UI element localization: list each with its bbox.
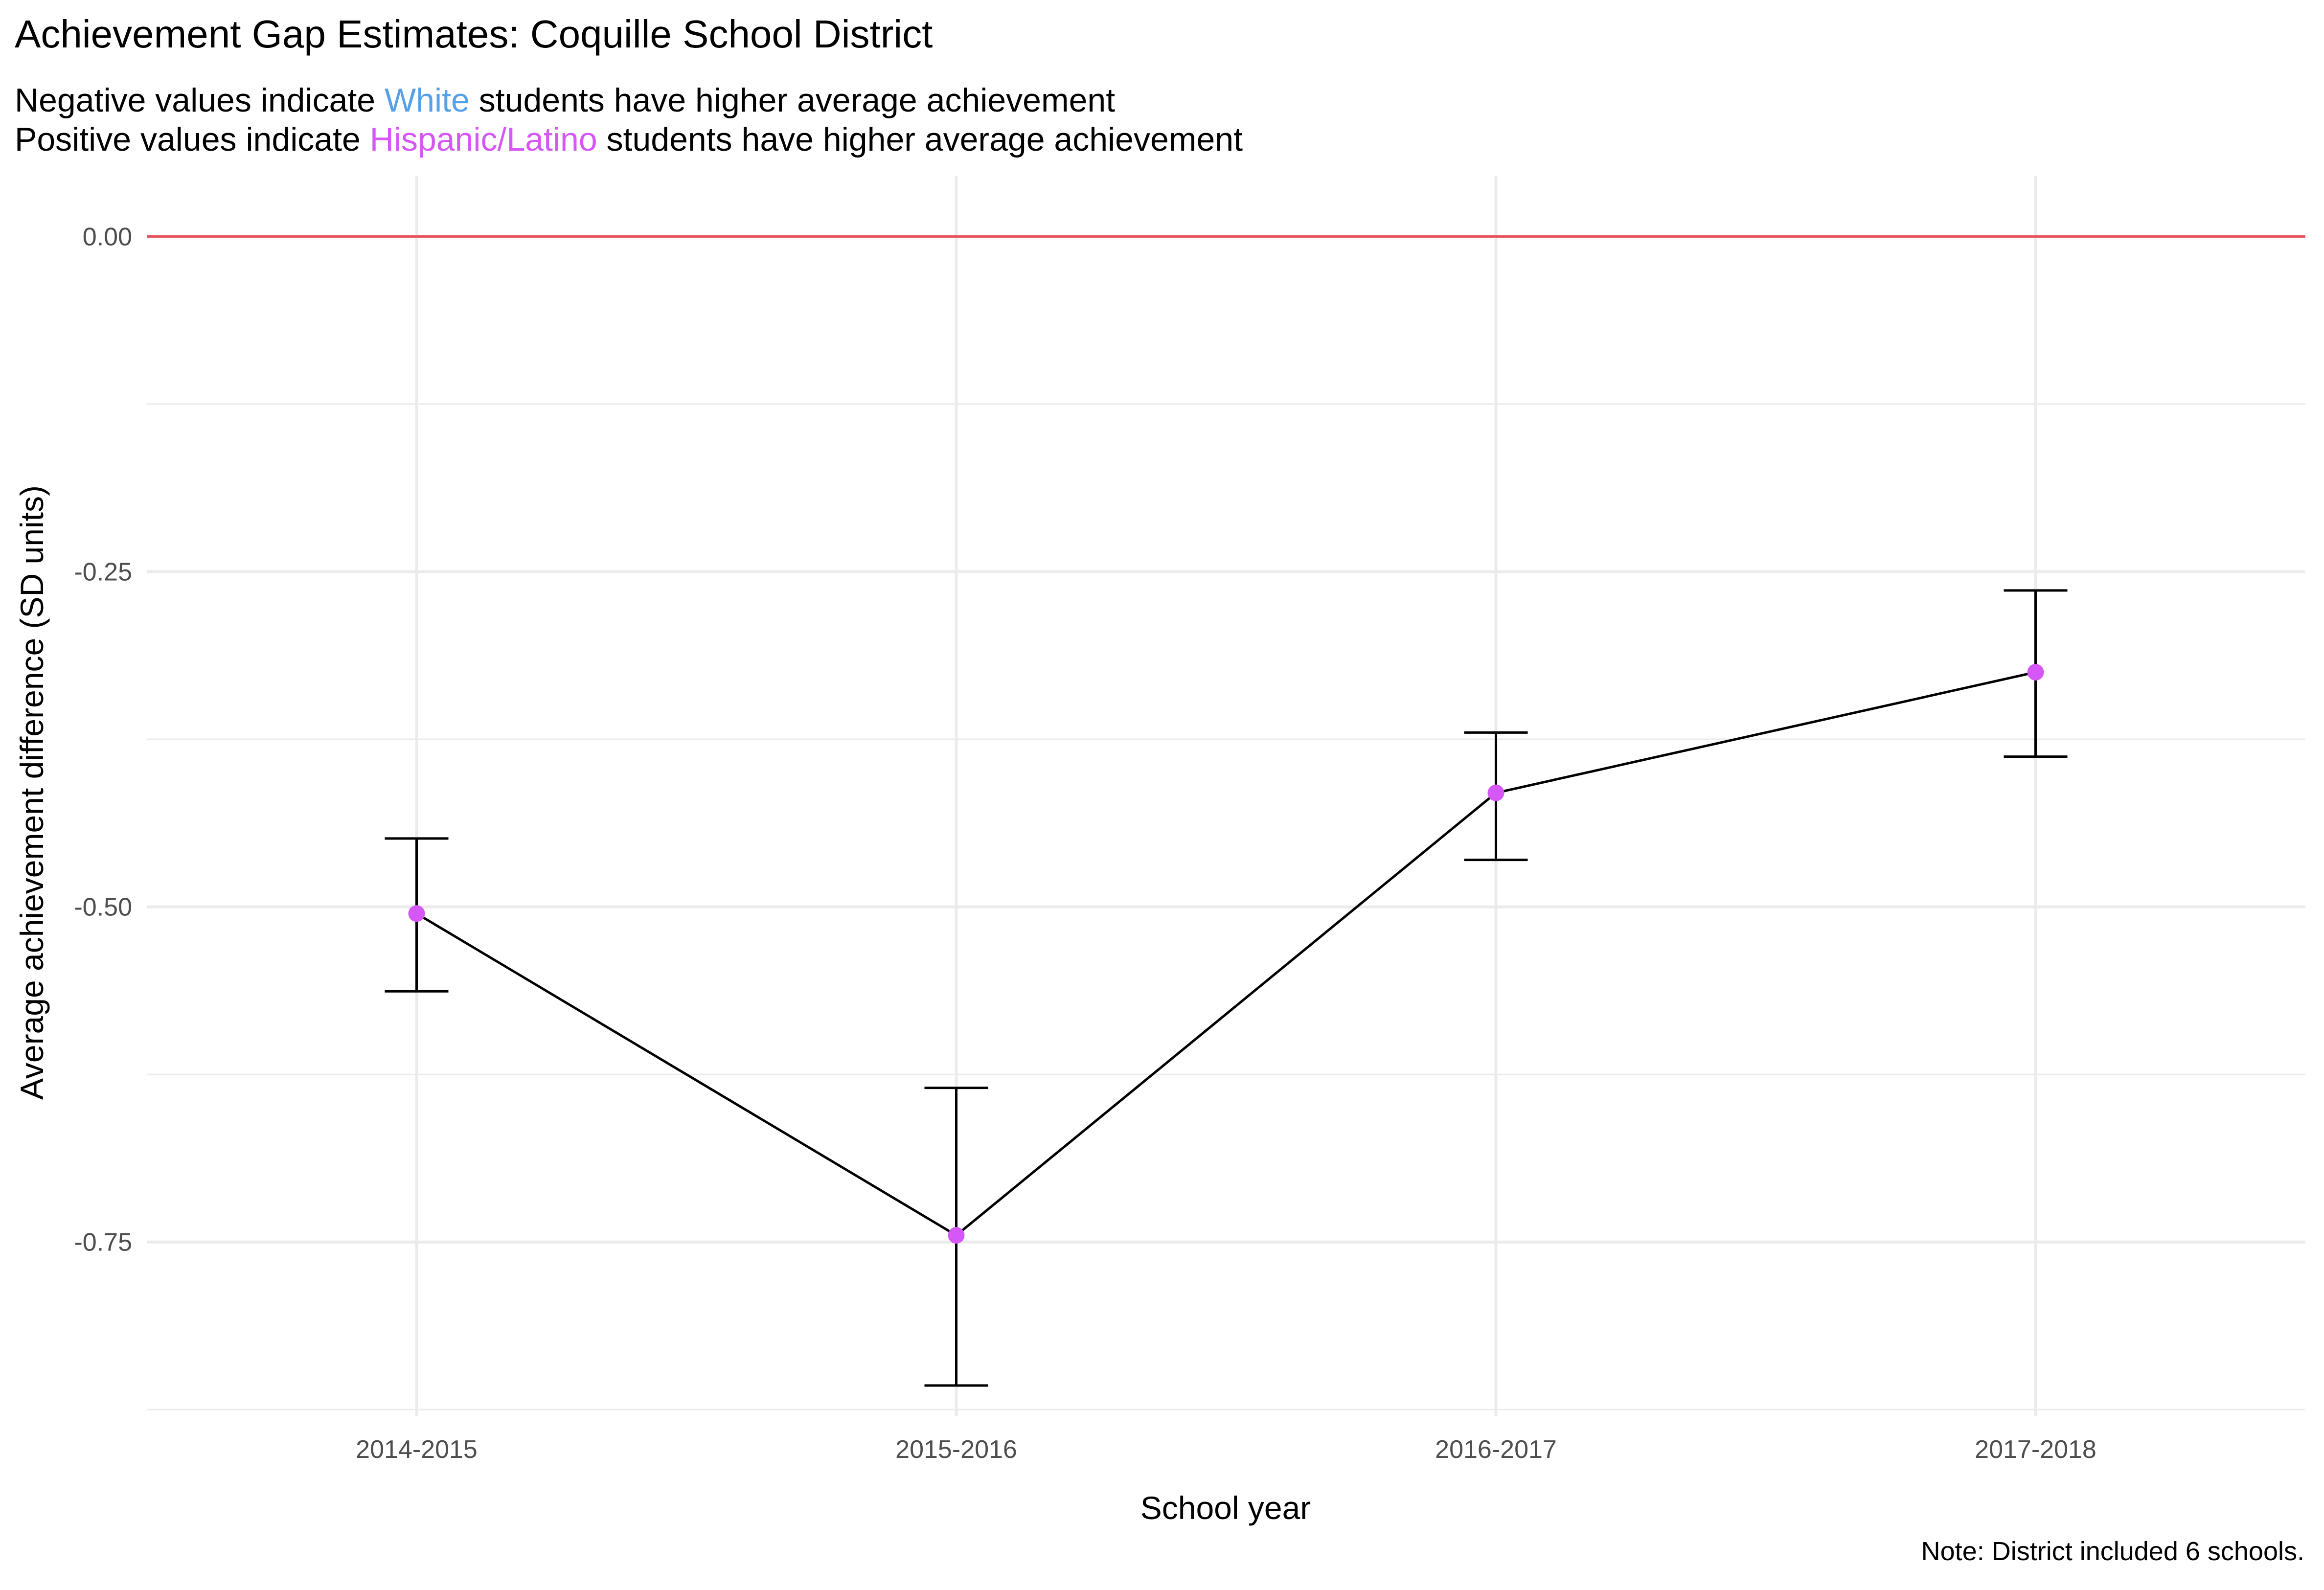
subtitle-negative-before: Negative values indicate bbox=[15, 82, 385, 119]
subtitle-positive-after: students have higher average achievement bbox=[597, 121, 1243, 158]
y-axis-title: Average achievement difference (SD units… bbox=[14, 485, 50, 1100]
subtitle-white-group: White bbox=[385, 82, 470, 119]
subtitle-hispanic-group: Hispanic/Latino bbox=[369, 121, 597, 158]
x-axis-title: School year bbox=[1140, 1490, 1311, 1526]
grid-layer bbox=[147, 176, 2305, 1416]
line-layer bbox=[416, 671, 2036, 1237]
x-tick-label: 2017-2018 bbox=[1975, 1435, 2096, 1464]
subtitle-positive: Positive values indicate Hispanic/Latino… bbox=[15, 120, 1243, 159]
series-line bbox=[416, 671, 2036, 1237]
error-bar-layer bbox=[385, 589, 2068, 1387]
data-point bbox=[1487, 784, 1504, 801]
x-tick-label: 2016-2017 bbox=[1435, 1435, 1557, 1464]
data-point bbox=[408, 905, 425, 922]
y-tick-label: 0.00 bbox=[83, 223, 132, 251]
subtitle-positive-before: Positive values indicate bbox=[15, 121, 370, 158]
subtitle-negative-after: students have higher average achievement bbox=[469, 82, 1116, 119]
caption-note: Note: District included 6 schools. bbox=[1921, 1537, 2304, 1566]
subtitle-negative: Negative values indicate White students … bbox=[15, 81, 1115, 120]
data-point bbox=[948, 1227, 965, 1244]
y-tick-label: -0.25 bbox=[74, 558, 132, 586]
chart-title: Achievement Gap Estimates: Coquille Scho… bbox=[15, 12, 933, 56]
data-point bbox=[2027, 664, 2044, 681]
y-tick-label: -0.75 bbox=[74, 1228, 132, 1257]
label-layer: 0.00 -0.25 -0.50 -0.75 2014-2015 2015-2016 201… bbox=[74, 223, 2096, 1464]
y-tick-label: -0.50 bbox=[74, 893, 132, 922]
point-layer bbox=[408, 664, 2044, 1244]
x-tick-label: 2014-2015 bbox=[356, 1435, 478, 1464]
x-tick-label: 2015-2016 bbox=[895, 1435, 1017, 1464]
